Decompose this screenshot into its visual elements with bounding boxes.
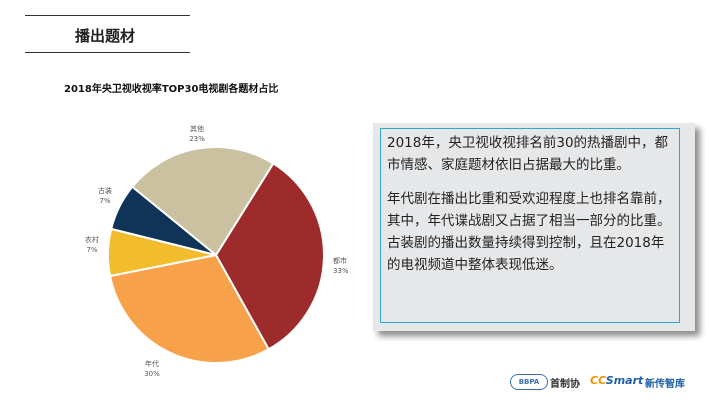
- pie-label-value-4: 23%: [189, 135, 205, 143]
- pie-label-value-2: 7%: [86, 246, 97, 254]
- summary-paragraph-3: 古装剧的播出数量持续得到控制，且在2018年的电视频道中整体表现低迷。: [387, 235, 665, 273]
- ccsmart-logo: CCSmart: [590, 374, 643, 387]
- pie-label-value-3: 7%: [99, 197, 110, 205]
- pie-label-name-1: 年代: [145, 359, 159, 368]
- pie-label-name-3: 古装: [98, 186, 112, 195]
- bbpa-logo: BBPA: [510, 374, 548, 390]
- pie-slice-1: [108, 253, 271, 364]
- summary-paragraph-2: 年代剧在播出比重和受欢迎程度上也排名靠前，其中，年代谍战剧又占据了相当一部分的比…: [387, 191, 671, 229]
- summary-text-frame: 2018年，央卫视收视排名前30的热播剧中，都市情感、家庭题材依旧占据最大的比重…: [380, 128, 680, 323]
- page-title: 播出题材: [75, 27, 136, 45]
- summary-paragraph-1: 2018年，央卫视收视排名前30的热播剧中，都市情感、家庭题材依旧占据最大的比重…: [387, 135, 669, 173]
- header-divider-top: [25, 15, 190, 16]
- pie-label-value-1: 30%: [144, 370, 160, 378]
- pie-label-name-2: 农村: [85, 235, 99, 244]
- pie-label-name-0: 都市: [333, 256, 347, 265]
- header-divider-bottom: [25, 52, 190, 53]
- pie-slice-4: [130, 146, 275, 257]
- ccsmart-logo-cc: CC: [590, 374, 606, 387]
- ccsmart-org-name: 新传智库: [645, 379, 685, 390]
- summary-panel: 2018年，央卫视收视排名前30的热播剧中，都市情感、家庭题材依旧占据最大的比重…: [373, 123, 695, 331]
- bbpa-org-name: 首制协: [550, 379, 580, 390]
- pie-label-value-0: 33%: [333, 267, 349, 275]
- pie-label-name-4: 其他: [190, 124, 204, 133]
- ccsmart-logo-smart: Smart: [605, 374, 644, 387]
- chart-title: 2018年央卫视收视率TOP30电视剧各题材占比: [64, 84, 279, 95]
